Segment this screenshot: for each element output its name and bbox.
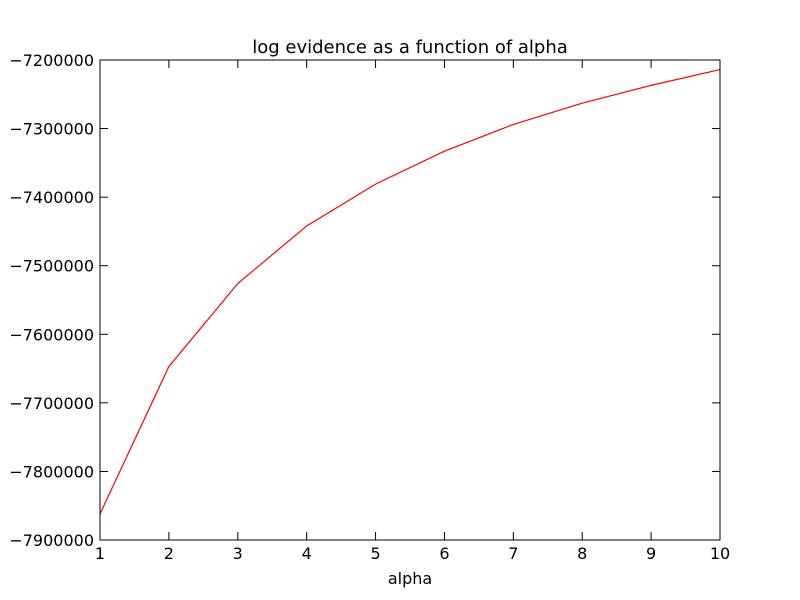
y-tick-label: −7400000 (9, 188, 94, 207)
y-tick-label: −7700000 (9, 394, 94, 413)
x-tick-label: 7 (508, 544, 518, 563)
y-tick-label: −7600000 (9, 325, 94, 344)
y-tick-label: −7900000 (9, 531, 94, 550)
y-ticks: −7900000 −7800000 −7700000 −7600000 −7500000… (9, 51, 720, 550)
plot-frame (99, 59, 721, 541)
x-tick-label: 10 (710, 544, 730, 563)
x-tick-label: 3 (233, 544, 243, 563)
y-tick-label: −7200000 (9, 51, 94, 70)
x-axis-label: alpha (388, 569, 432, 588)
x-tick-label: 5 (370, 544, 380, 563)
plot-area: 1 2 3 4 5 6 7 8 9 10 −7900000 −7800000 −7700000 −760… (9, 51, 730, 563)
chart-title: log evidence as a function of alpha (252, 37, 568, 58)
y-tick-label: −7300000 (9, 120, 94, 139)
x-tick-label: 4 (302, 544, 312, 563)
y-tick-label: −7800000 (9, 462, 94, 481)
y-tick-label: −7500000 (9, 257, 94, 276)
x-tick-label: 2 (164, 544, 174, 563)
series-line (99, 69, 721, 515)
x-tick-label: 1 (95, 544, 105, 563)
x-tick-label: 9 (646, 544, 656, 563)
x-tick-label: 8 (577, 544, 587, 563)
x-tick-label: 6 (439, 544, 449, 563)
